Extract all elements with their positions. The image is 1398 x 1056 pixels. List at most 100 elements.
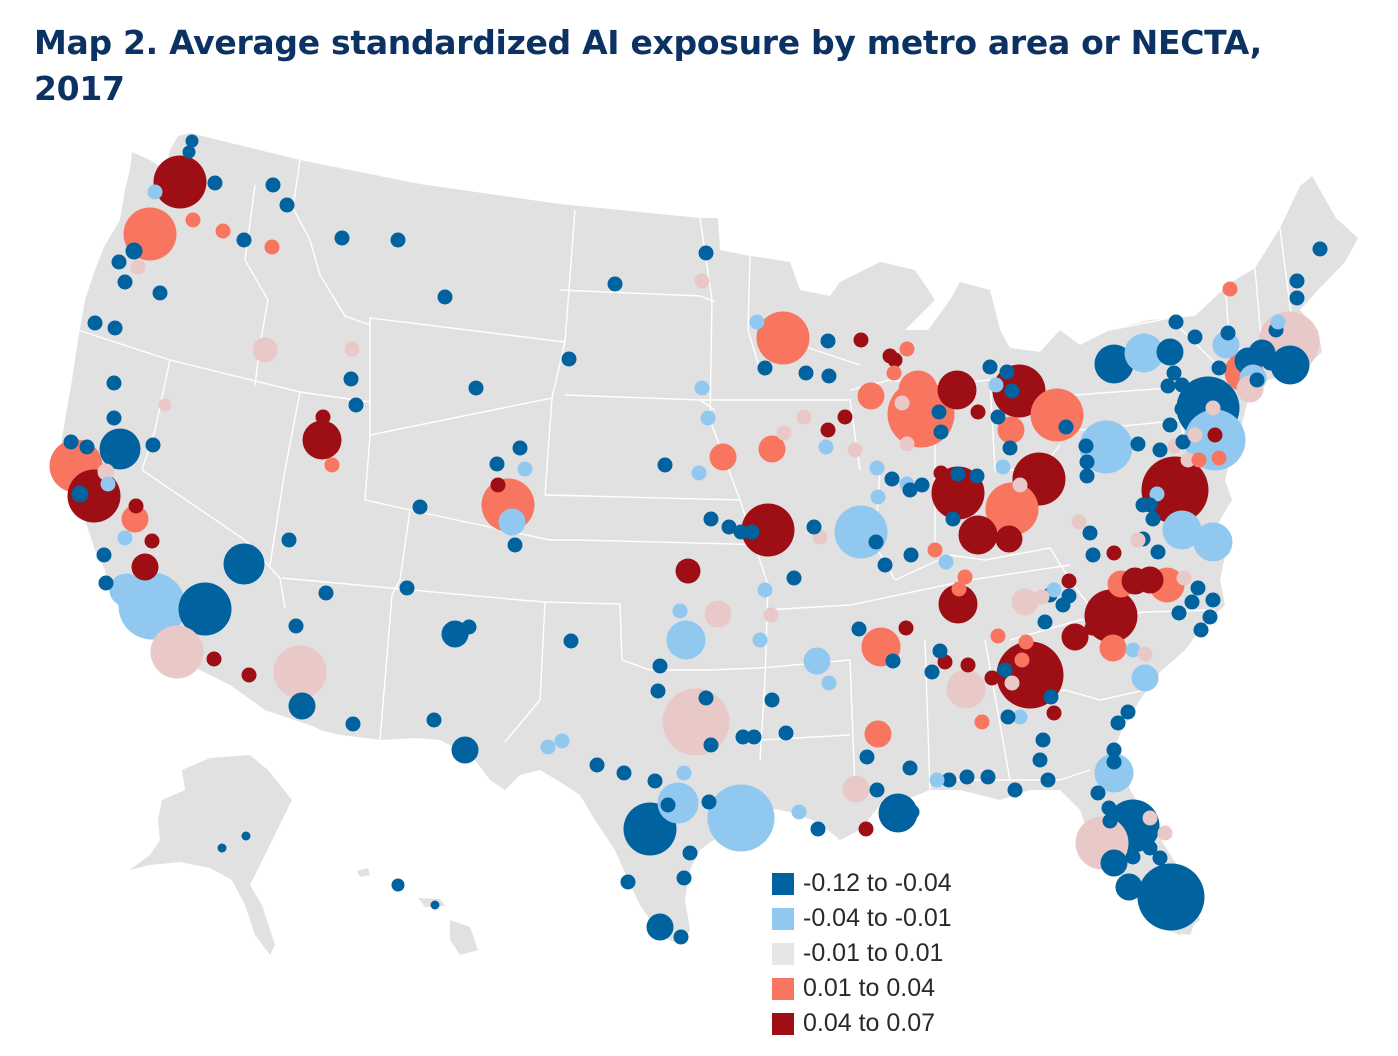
legend-label: -0.12 to -0.04 — [803, 869, 952, 897]
bubble-high-negative — [1184, 394, 1200, 410]
bubble-low-positive — [1222, 281, 1238, 297]
bubble-high-negative — [1160, 378, 1176, 394]
bubble-high-negative — [125, 242, 143, 260]
bubble-low-positive — [1211, 450, 1227, 466]
bubble-low-negative — [938, 554, 954, 570]
bubble-high-negative — [735, 729, 751, 745]
bubble-high-negative — [1079, 468, 1095, 484]
bubble-high-negative — [437, 289, 453, 305]
bubble-high-negative — [1211, 360, 1227, 376]
bubble-high-negative — [851, 621, 867, 637]
bubble-high-negative — [902, 760, 918, 776]
bubble-high-negative — [1152, 850, 1168, 866]
bubble-neutral — [1157, 825, 1173, 841]
bubble-low-negative — [1270, 314, 1286, 330]
bubble-high-positive — [131, 553, 159, 581]
bubble-neutral — [894, 395, 910, 411]
bubble-low-negative — [1125, 642, 1141, 658]
bubble-high-negative — [430, 900, 440, 910]
bubble-high-negative — [241, 831, 251, 841]
legend-swatch — [772, 872, 794, 895]
bubble-low-negative — [109, 573, 143, 607]
bubble-neutral — [899, 436, 915, 452]
bubble-high-positive — [1084, 620, 1100, 636]
bubble-high-positive — [938, 584, 978, 624]
bubble-low-negative — [657, 782, 699, 824]
bubble-high-negative — [806, 519, 822, 535]
bubble-low-negative — [694, 380, 710, 396]
bubble-high-negative — [884, 471, 900, 487]
bubble-high-positive — [675, 558, 701, 584]
bubble-high-negative — [924, 664, 940, 680]
bubble-high-negative — [152, 285, 168, 301]
bubble-high-negative — [1171, 605, 1187, 621]
bubble-low-negative — [929, 772, 945, 788]
bubble-low-negative — [870, 489, 886, 505]
bubble-low-positive — [997, 416, 1025, 444]
bubble-high-negative — [345, 716, 361, 732]
bubble-high-negative — [1202, 609, 1218, 625]
alaska-shape — [130, 755, 292, 955]
bubble-high-negative — [969, 468, 985, 484]
bubble-high-positive — [858, 821, 874, 837]
bubble-high-negative — [451, 736, 479, 764]
bubble-high-negative — [87, 315, 103, 331]
bubble-high-negative — [236, 232, 252, 248]
bubble-high-negative — [980, 769, 996, 785]
bubble-high-negative — [1055, 597, 1071, 613]
bubble-high-negative — [1085, 547, 1101, 563]
bubble-neutral — [1034, 589, 1050, 605]
bubble-neutral — [847, 442, 863, 458]
bubble-neutral — [842, 775, 870, 803]
bubble-high-negative — [607, 276, 623, 292]
bubble-high-negative — [98, 575, 114, 591]
bubble-high-positive — [1041, 652, 1057, 668]
bubble-low-positive — [185, 212, 201, 228]
bubble-high-negative — [703, 511, 719, 527]
bubble-neutral — [704, 600, 732, 628]
bubble-high-positive — [1061, 623, 1089, 651]
bubble-low-negative — [691, 465, 707, 481]
bubble-high-positive — [820, 422, 836, 438]
bubble-high-positive — [960, 657, 976, 673]
bubble-high-negative — [1190, 580, 1206, 596]
bubble-high-negative — [757, 360, 773, 376]
bubble-high-negative — [1000, 709, 1016, 725]
bubble-high-negative — [999, 364, 1015, 380]
bubble-low-positive — [709, 443, 737, 471]
bubble-high-negative — [1220, 325, 1236, 341]
bubble-low-negative — [100, 476, 116, 492]
bubble-high-negative — [1205, 592, 1221, 608]
bubble-high-negative — [764, 692, 780, 708]
bubble-high-negative — [877, 557, 893, 573]
bubble-high-negative — [647, 773, 663, 789]
bubble-high-negative — [1078, 438, 1094, 454]
bubble-high-negative — [932, 643, 948, 659]
bubble-low-positive — [1030, 388, 1084, 442]
bubble-high-positive — [1141, 456, 1209, 524]
bubble-high-negative — [563, 633, 579, 649]
bubble-high-negative — [279, 197, 295, 213]
bubble-high-negative — [107, 320, 123, 336]
legend-swatch — [772, 942, 794, 965]
bubble-neutral — [1142, 810, 1158, 826]
bubble-low-positive — [899, 341, 915, 357]
bubble-neutral — [1187, 427, 1203, 443]
bubble-high-negative — [390, 232, 406, 248]
bubble-neutral — [694, 273, 710, 289]
bubble-high-negative — [1043, 689, 1059, 705]
bubble-high-negative — [701, 794, 717, 810]
bubble-high-negative — [343, 371, 359, 387]
bubble-high-negative — [1110, 715, 1126, 731]
bubble-high-negative — [810, 821, 826, 837]
bubble-high-positive — [1106, 545, 1122, 561]
bubble-low-positive — [758, 435, 786, 463]
bubble-low-positive — [1018, 634, 1034, 650]
bubble-high-negative — [288, 692, 316, 720]
bubble-neutral — [130, 259, 146, 275]
bubble-high-positive — [898, 620, 914, 636]
hawaii-island-3 — [450, 920, 478, 955]
bubble-high-negative — [117, 274, 133, 290]
bubble-high-positive — [970, 404, 986, 420]
